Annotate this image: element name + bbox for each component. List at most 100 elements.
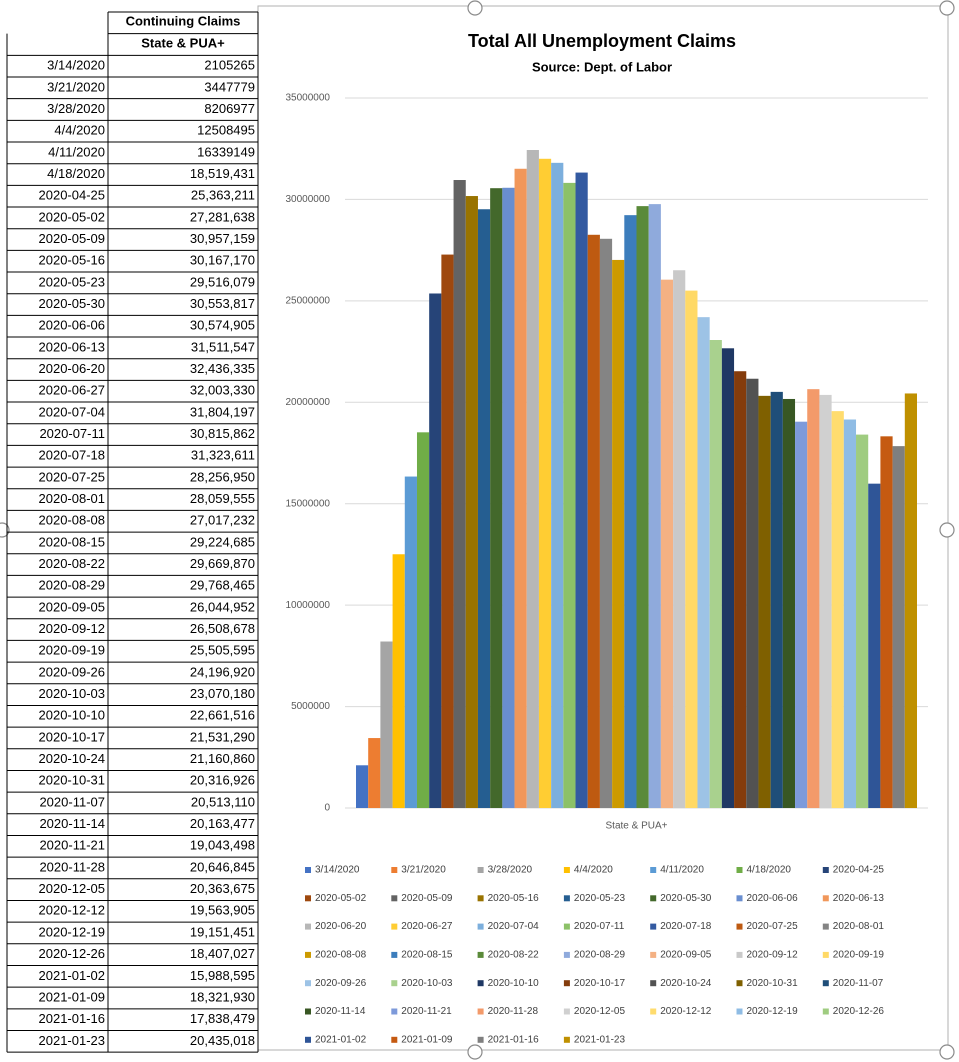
value-cell: 30,574,905 xyxy=(190,318,255,333)
value-cell: 27,281,638 xyxy=(190,209,255,224)
bar xyxy=(636,206,649,808)
bar xyxy=(575,172,588,808)
legend-swatch xyxy=(736,951,743,958)
legend-label: 2020-12-26 xyxy=(833,1006,885,1017)
y-tick-label: 35000000 xyxy=(286,93,331,104)
legend-swatch xyxy=(822,895,829,902)
value-cell: 19,563,905 xyxy=(190,903,255,918)
legend-label: 2021-01-23 xyxy=(574,1034,626,1045)
y-tick-label: 10000000 xyxy=(286,600,331,611)
bar xyxy=(624,215,637,809)
handle[interactable] xyxy=(467,0,483,16)
value-cell: 18,321,930 xyxy=(190,989,255,1004)
legend-swatch xyxy=(305,923,311,930)
bar xyxy=(892,446,905,808)
bar xyxy=(551,162,564,808)
bar xyxy=(380,641,393,808)
legend-label: 2020-09-26 xyxy=(315,978,367,989)
value-cell: 29,669,870 xyxy=(190,556,255,571)
value-cell: 32,003,330 xyxy=(190,383,255,398)
date-cell: 2020-05-23 xyxy=(39,274,106,289)
bar xyxy=(734,371,747,808)
bar xyxy=(477,209,491,809)
date-cell: 2020-11-21 xyxy=(39,838,105,853)
legend-label: 2020-04-25 xyxy=(833,865,885,876)
bar xyxy=(721,348,735,808)
date-cell: 2020-04-25 xyxy=(39,188,106,203)
handle[interactable] xyxy=(467,1044,483,1060)
value-cell: 26,508,678 xyxy=(190,621,255,636)
legend-label: 2020-09-19 xyxy=(833,950,885,961)
date-cell: 2020-10-17 xyxy=(39,729,106,744)
bar xyxy=(782,398,796,808)
value-cell: 25,505,595 xyxy=(190,643,255,658)
legend-swatch xyxy=(305,895,311,902)
value-cell: 23,070,180 xyxy=(190,686,255,701)
value-cell: 20,435,018 xyxy=(190,1033,255,1048)
legend-swatch xyxy=(650,980,657,987)
y-tick-label: 30000000 xyxy=(286,194,331,205)
legend-label: 2021-01-02 xyxy=(315,1034,367,1045)
handle[interactable] xyxy=(939,522,955,538)
value-cell: 22,661,516 xyxy=(190,708,255,723)
value-cell: 32,436,335 xyxy=(190,361,255,376)
value-cell: 16339149 xyxy=(197,144,255,159)
date-cell: 2020-08-01 xyxy=(39,491,106,506)
legend-swatch xyxy=(477,980,484,987)
date-cell: 2020-05-16 xyxy=(39,253,106,268)
bar xyxy=(538,158,552,808)
legend-swatch xyxy=(391,1008,398,1015)
legend-swatch xyxy=(563,923,570,930)
legend-swatch xyxy=(391,1036,398,1043)
legend-swatch xyxy=(736,1008,743,1015)
bar xyxy=(416,432,430,808)
date-cell: 2021-01-23 xyxy=(39,1033,106,1048)
bar xyxy=(795,421,808,808)
bar xyxy=(807,389,820,808)
date-cell: 2020-11-14 xyxy=(39,816,105,831)
date-cell: 3/28/2020 xyxy=(47,101,105,116)
bar xyxy=(697,317,710,808)
bar xyxy=(429,293,442,808)
bar xyxy=(404,476,417,808)
y-tick-label: 0 xyxy=(324,803,330,814)
date-cell: 2020-10-24 xyxy=(39,751,106,766)
value-cell: 26,044,952 xyxy=(190,599,255,614)
bar xyxy=(758,395,771,808)
legend-swatch xyxy=(736,867,743,873)
bar xyxy=(880,436,893,808)
y-tick-label: 20000000 xyxy=(286,397,331,408)
value-cell: 19,043,498 xyxy=(190,838,255,853)
legend-swatch xyxy=(391,895,398,902)
column-header: State & PUA+ xyxy=(141,35,225,50)
handle[interactable] xyxy=(939,0,955,16)
value-cell: 15,988,595 xyxy=(190,968,255,983)
handle[interactable] xyxy=(939,1044,955,1060)
bar xyxy=(746,378,759,808)
legend-swatch xyxy=(736,895,743,902)
date-cell: 2020-12-05 xyxy=(39,881,106,896)
bar xyxy=(526,150,539,808)
bar xyxy=(356,765,369,808)
date-cell: 2020-12-12 xyxy=(39,903,106,918)
value-cell: 2105265 xyxy=(204,58,255,73)
chart-title: Total All Unemployment Claims xyxy=(468,31,736,51)
y-tick-label: 25000000 xyxy=(286,295,331,306)
bar xyxy=(514,168,527,809)
handle[interactable] xyxy=(0,522,10,538)
legend-swatch xyxy=(477,1036,484,1043)
date-cell: 2020-08-22 xyxy=(39,556,106,571)
bar xyxy=(819,394,832,808)
value-cell: 30,553,817 xyxy=(190,296,255,311)
date-cell: 4/4/2020 xyxy=(54,123,105,138)
legend-label: 3/14/2020 xyxy=(315,865,360,876)
legend-swatch xyxy=(563,951,570,958)
legend-label: 3/28/2020 xyxy=(488,865,533,876)
date-cell: 2020-06-06 xyxy=(39,318,106,333)
value-cell: 20,163,477 xyxy=(190,816,255,831)
legend-label: 4/4/2020 xyxy=(574,865,613,876)
value-cell: 25,363,211 xyxy=(191,188,255,203)
value-cell: 24,196,920 xyxy=(190,664,255,679)
legend-label: 2020-07-18 xyxy=(660,921,712,932)
